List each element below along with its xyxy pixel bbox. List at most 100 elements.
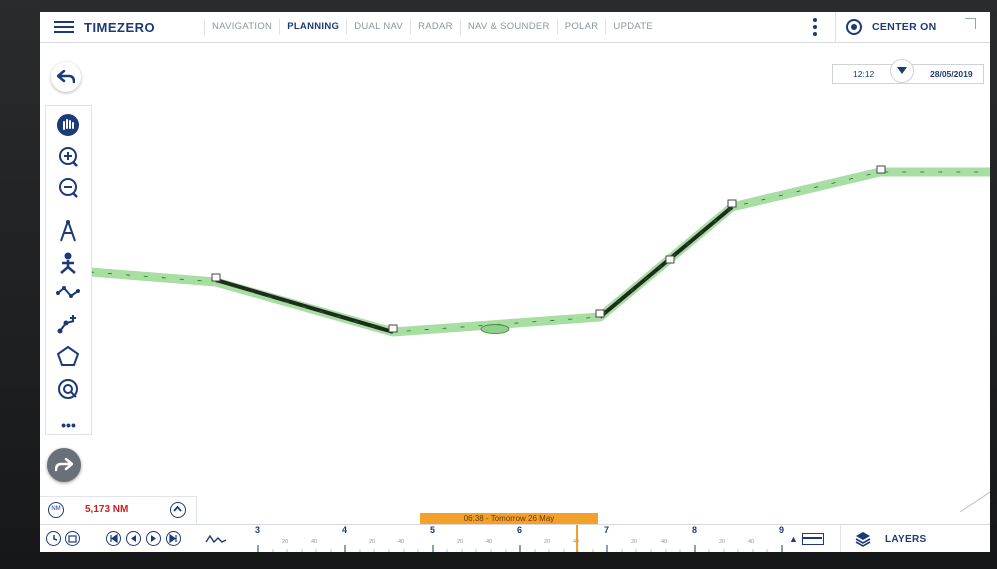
center-on-button[interactable]: CENTER ON bbox=[835, 12, 937, 42]
clock-icon bbox=[52, 534, 57, 541]
distance-icon[interactable]: NM bbox=[48, 502, 64, 518]
tab-nav-sounder[interactable]: NAV & SOUNDER bbox=[459, 19, 557, 35]
step-back-button[interactable] bbox=[126, 531, 141, 546]
route-centerline bbox=[89, 171, 990, 333]
timeline-minute-label: 40 bbox=[661, 539, 668, 545]
calendar-button[interactable] bbox=[65, 531, 80, 546]
person-tool-icon bbox=[60, 252, 76, 274]
skip-forward-icon bbox=[169, 534, 177, 543]
timeline-hour-label: 5 bbox=[430, 525, 436, 535]
clock-button[interactable] bbox=[46, 531, 61, 546]
left-toolbar: ••• bbox=[45, 105, 92, 435]
time-dropdown-button[interactable] bbox=[890, 59, 914, 83]
pan-hand-icon bbox=[57, 114, 79, 136]
back-button[interactable] bbox=[51, 62, 81, 92]
compass-tool-button[interactable] bbox=[53, 216, 83, 246]
distance-up-button[interactable] bbox=[170, 502, 186, 518]
zoom-out-button[interactable] bbox=[53, 173, 83, 203]
route-distance-panel: NM 5,173 NM bbox=[40, 496, 197, 523]
clock-date: 28/05/2019 bbox=[930, 69, 973, 79]
route-icon bbox=[56, 286, 80, 298]
timeline-minute-label: 20 bbox=[631, 539, 638, 545]
top-menu-bar: TIMEZERO NAVIGATION PLANNING DUAL NAV RA… bbox=[40, 12, 990, 43]
play-icon bbox=[151, 535, 156, 542]
active-route-segment bbox=[215, 278, 394, 334]
tab-update[interactable]: UPDATE bbox=[605, 19, 660, 35]
tab-radar[interactable]: RADAR bbox=[410, 19, 460, 35]
waypoint-icon[interactable] bbox=[211, 273, 221, 282]
zoom-out-icon bbox=[59, 178, 78, 198]
timeline-minute-label: 20 bbox=[369, 539, 376, 545]
timeline-minute-label: 40 bbox=[398, 539, 405, 545]
forward-arrow-icon bbox=[55, 458, 73, 472]
time-date-box[interactable]: 12:12 28/05/2019 bbox=[832, 59, 984, 84]
corner-divider bbox=[959, 491, 990, 512]
more-vertical-icon[interactable] bbox=[813, 18, 817, 36]
pan-tool-button[interactable] bbox=[53, 110, 83, 140]
chevron-down-icon bbox=[897, 67, 907, 74]
play-button[interactable] bbox=[146, 531, 161, 546]
layers-button[interactable]: LAYERS bbox=[840, 525, 990, 552]
waypoint-icon bbox=[57, 315, 76, 334]
clock-time: 12:12 bbox=[853, 69, 875, 79]
waypoint-icon[interactable] bbox=[665, 255, 675, 264]
back-arrow-icon bbox=[57, 70, 75, 84]
tab-planning[interactable]: PLANNING bbox=[279, 19, 346, 35]
waypoint-markers bbox=[211, 165, 886, 333]
timeline-hour-label: 9 bbox=[779, 525, 785, 535]
zoom-in-icon bbox=[59, 147, 78, 167]
list-view-icon[interactable] bbox=[802, 533, 824, 545]
timeline-hour-label: 4 bbox=[342, 525, 348, 535]
polygon-icon bbox=[56, 345, 80, 366]
timeline-minute-label: 20 bbox=[457, 539, 464, 545]
skip-back-button[interactable] bbox=[106, 531, 121, 546]
person-tool-button[interactable] bbox=[53, 248, 83, 278]
waypoint-icon[interactable] bbox=[388, 324, 398, 333]
polygon-tool-button[interactable] bbox=[53, 341, 83, 371]
brand-area[interactable]: TIMEZERO bbox=[40, 12, 204, 42]
timeline-minute-label: 20 bbox=[282, 539, 289, 545]
timeline-ticks bbox=[257, 545, 783, 552]
forward-button[interactable] bbox=[47, 448, 81, 482]
timeline-minute-label: 20 bbox=[719, 539, 726, 545]
waypoint-icon[interactable] bbox=[595, 309, 605, 318]
chart-area[interactable] bbox=[40, 42, 990, 512]
timeline-minute-label: 40 bbox=[486, 539, 493, 545]
route-leg-band bbox=[85, 167, 990, 337]
zoom-in-button[interactable] bbox=[53, 142, 83, 172]
window-control-icon[interactable] bbox=[965, 18, 976, 29]
chevron-up-icon bbox=[173, 505, 182, 512]
timeline-scale[interactable]: 3 4 5 6 7 8 9 20 40 20 40 20 40 20 40 20… bbox=[240, 525, 800, 552]
target-tool-button[interactable] bbox=[53, 374, 83, 404]
timeline-hour-label: 6 bbox=[517, 525, 523, 535]
layers-icon bbox=[855, 532, 871, 547]
timeline-current-label: 06:38 - Tomorrow 26 May bbox=[420, 513, 598, 525]
calendar-icon bbox=[68, 535, 77, 543]
skip-back-icon bbox=[110, 534, 118, 543]
timeline-zoom-icon[interactable]: ▲ bbox=[789, 534, 798, 544]
hamburger-icon[interactable] bbox=[54, 21, 74, 33]
waypoint-tool-button[interactable] bbox=[53, 309, 83, 339]
workspace-tabs: NAVIGATION PLANNING DUAL NAV RADAR NAV &… bbox=[204, 12, 660, 42]
step-back-icon bbox=[131, 535, 136, 542]
timeline-hour-label: 7 bbox=[604, 525, 610, 535]
timeline-hour-label: 8 bbox=[692, 525, 698, 535]
route-tool-button[interactable] bbox=[53, 278, 83, 308]
timeline-hour-label: 3 bbox=[255, 525, 261, 535]
route-distance-value: 5,173 NM bbox=[85, 504, 129, 515]
skip-forward-button[interactable] bbox=[166, 531, 181, 546]
speed-wave-icon[interactable] bbox=[205, 534, 229, 544]
timeline-minute-label: 20 bbox=[544, 539, 551, 545]
timeline-current-marker[interactable] bbox=[576, 525, 578, 552]
waypoint-icon[interactable] bbox=[727, 199, 737, 208]
vessel-icon[interactable] bbox=[480, 324, 510, 334]
compass-icon bbox=[60, 220, 76, 242]
more-tools-button[interactable]: ••• bbox=[61, 417, 76, 433]
layers-label: LAYERS bbox=[885, 533, 927, 545]
tab-polar[interactable]: POLAR bbox=[556, 19, 606, 35]
timeline-minute-label: 40 bbox=[748, 539, 755, 545]
tab-navigation[interactable]: NAVIGATION bbox=[204, 19, 279, 35]
target-icon bbox=[58, 379, 78, 399]
tab-dual-nav[interactable]: DUAL NAV bbox=[346, 19, 410, 35]
waypoint-icon[interactable] bbox=[876, 165, 886, 174]
